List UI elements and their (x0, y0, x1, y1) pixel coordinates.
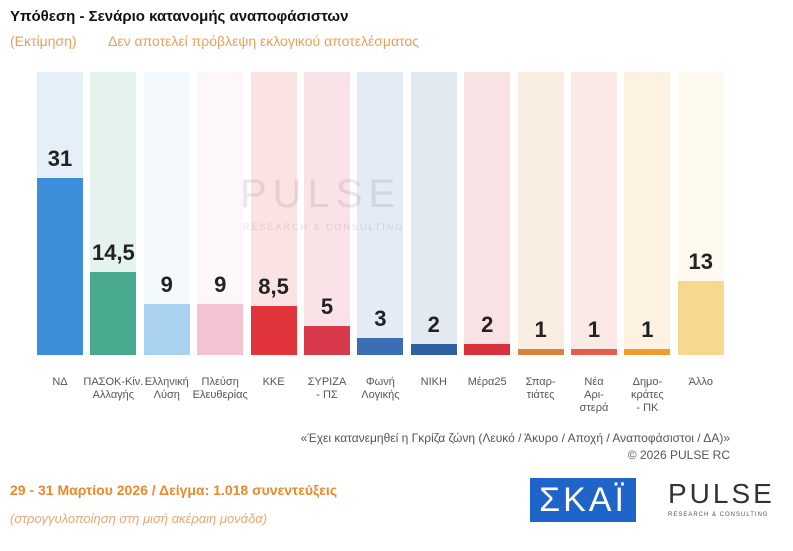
value-label: 9 (214, 271, 227, 297)
bar (197, 303, 244, 355)
bar (37, 177, 83, 355)
column-bg (357, 72, 404, 355)
logo-pulse-sub: RESEARCH & CONSULTING (668, 512, 769, 518)
category-label: ΠΑΣΟΚ-Κίν. Αλλαγής (83, 376, 144, 401)
subtitle: Δεν αποτελεί πρόβλεψη εκλογικού αποτελέσ… (108, 33, 419, 49)
copyright: © 2026 PULSE RC (627, 448, 730, 462)
bar (143, 303, 190, 355)
watermark: PULSE (240, 172, 402, 216)
footer-dates: 29 - 31 Μαρτίου 2026 / Δείγμα: 1.018 συν… (10, 482, 338, 498)
value-label: 2 (481, 311, 494, 337)
bar (410, 343, 457, 355)
column-bg (464, 72, 511, 355)
value-label: 13 (688, 248, 714, 274)
category-label: Άλλο (688, 376, 713, 388)
bar (304, 326, 350, 355)
logo-skai: ΣΚΑΪ (530, 478, 636, 522)
value-label: 14,5 (91, 240, 135, 266)
category-label: Ελληνική Λύση (144, 376, 189, 401)
value-label: 3 (374, 305, 387, 331)
bar (677, 280, 724, 355)
plot: 31 ΝΔ 14,5 ΠΑΣΟΚ-Κίν. Αλλαγής 9 Ελληνική Λύση… (37, 72, 724, 414)
note: «Έχει κατανεμηθεί η Γκρίζα ζώνη (Λευκό /… (300, 431, 730, 445)
category-label: ΣΥΡΙΖΑ - ΠΣ (307, 376, 347, 401)
column-bg (304, 72, 350, 355)
category-label: ΚΚΕ (262, 376, 285, 388)
footer-rounding: (στρογγυλοποίηση στη μισή ακέραιη μονάδα… (10, 511, 268, 526)
chart-title: Υπόθεση - Σενάριο κατανομής αναποφάσιστω… (10, 8, 349, 25)
bar (250, 306, 297, 355)
category-label: Πλεύση Ελευθερίας (192, 376, 248, 401)
category-label: Μέρα25 (467, 376, 507, 388)
bar (517, 349, 564, 355)
value-label: 1 (641, 317, 654, 343)
category-label: ΝΙΚΗ (420, 376, 447, 388)
category-label: Φωνή Λογικής (361, 376, 400, 401)
column-bg (624, 72, 671, 355)
value-label: 8,5 (258, 274, 289, 300)
category-label: ΝΔ (52, 376, 68, 388)
subtitle-tag: (Εκτίμηση) (10, 33, 77, 49)
column-bg (517, 72, 564, 355)
value-label: 31 (47, 145, 73, 171)
category-label: Νέα Αρι- στερά (579, 376, 609, 414)
bar (357, 337, 404, 355)
watermark-sub: RESEARCH & CONSULTING (243, 222, 405, 232)
logo-pulse: PULSE (668, 478, 775, 509)
bar (571, 349, 617, 355)
column-bg (410, 72, 457, 355)
category-label: Δημο- κράτες - ΠΚ (631, 376, 664, 414)
category-label: Σπαρ- τιάτες (525, 376, 556, 401)
bar (624, 349, 671, 355)
value-label: 2 (427, 311, 440, 337)
value-label: 1 (587, 317, 601, 343)
value-label: 5 (320, 294, 334, 320)
bar (464, 343, 511, 355)
column-bg (571, 72, 617, 355)
bar (90, 272, 137, 355)
value-label: 1 (534, 317, 547, 343)
value-label: 9 (160, 271, 173, 297)
